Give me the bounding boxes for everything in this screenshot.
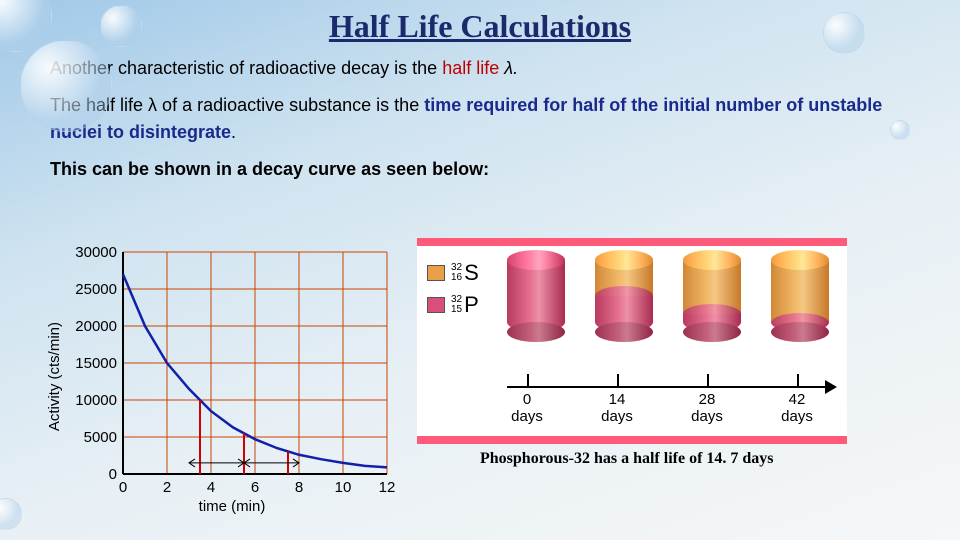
- svg-text:8: 8: [295, 479, 303, 496]
- svg-text:6: 6: [251, 479, 259, 496]
- svg-text:10: 10: [335, 479, 352, 496]
- swatch-p-icon: [427, 297, 445, 313]
- bubble-deco: [100, 5, 142, 47]
- timeline-tick: [797, 374, 799, 386]
- isotope-diagram: 32 16 S 32 15 P: [417, 238, 847, 444]
- legend: 32 16 S 32 15 P: [427, 260, 479, 324]
- legend-p: 32 15 P: [427, 292, 479, 318]
- swatch-s-icon: [427, 265, 445, 281]
- text-halflife: half life: [442, 58, 504, 78]
- svg-text:25000: 25000: [75, 281, 117, 298]
- timeline-tick: [617, 374, 619, 386]
- svg-text:4: 4: [207, 479, 215, 496]
- cylinder: [771, 260, 829, 332]
- cylinder-row: [507, 260, 829, 332]
- chart-xlabel: time (min): [199, 498, 266, 515]
- chart-ylabel: Activity (cts/min): [46, 322, 63, 431]
- timeline-label: 28days: [677, 392, 737, 425]
- timeline-axis: [507, 386, 827, 388]
- timeline: 0days14days28days42days: [507, 366, 837, 426]
- iso-z: 15: [451, 305, 462, 315]
- timeline-tick: [527, 374, 529, 386]
- svg-text:10000: 10000: [75, 392, 117, 409]
- svg-text:0: 0: [119, 479, 127, 496]
- slide: Half Life Calculations Another character…: [0, 0, 960, 540]
- svg-text:0: 0: [109, 466, 117, 483]
- iso-symbol: S: [464, 260, 479, 286]
- svg-text:5000: 5000: [84, 429, 117, 446]
- timeline-label: 14days: [587, 392, 647, 425]
- figure-row: Activity (cts/min) 0 2 4 6 8 10 12 0 5000 10000 15…: [46, 238, 847, 515]
- text: .: [231, 122, 236, 142]
- diagram-caption: Phosphorous-32 has a half life of 14. 7 …: [480, 450, 774, 468]
- para-2: The half life λ of a radioactive substan…: [50, 92, 926, 146]
- timeline-tick: [707, 374, 709, 386]
- iso-z: 16: [451, 273, 462, 283]
- iso-symbol: P: [464, 292, 479, 318]
- body-text: Another characteristic of radioactive de…: [0, 45, 960, 183]
- bubble-deco: [0, 498, 22, 530]
- text-lambda: λ.: [504, 58, 518, 78]
- svg-text:2: 2: [163, 479, 171, 496]
- svg-text:12: 12: [379, 479, 396, 496]
- decay-chart: Activity (cts/min) 0 2 4 6 8 10 12 0 5000 10000 15…: [46, 238, 397, 515]
- svg-text:15000: 15000: [75, 355, 117, 372]
- cylinder: [595, 260, 653, 332]
- para-1: Another characteristic of radioactive de…: [50, 55, 926, 82]
- timeline-label: 0days: [497, 392, 557, 425]
- bubble-deco: [823, 12, 865, 54]
- svg-text:30000: 30000: [75, 244, 117, 261]
- legend-s: 32 16 S: [427, 260, 479, 286]
- para-3: This can be shown in a decay curve as se…: [50, 156, 926, 183]
- bubble-deco: [890, 120, 910, 140]
- page-title: Half Life Calculations: [0, 0, 960, 45]
- chart-svg: 0 2 4 6 8 10 12 0 5000 10000 15000 20000 25000 30000: [67, 238, 397, 498]
- cylinder: [683, 260, 741, 332]
- bubble-deco: [20, 40, 112, 132]
- svg-text:20000: 20000: [75, 318, 117, 335]
- text: This can be shown in a decay curve as se…: [50, 159, 489, 179]
- cylinder: [507, 260, 565, 332]
- timeline-label: 42days: [767, 392, 827, 425]
